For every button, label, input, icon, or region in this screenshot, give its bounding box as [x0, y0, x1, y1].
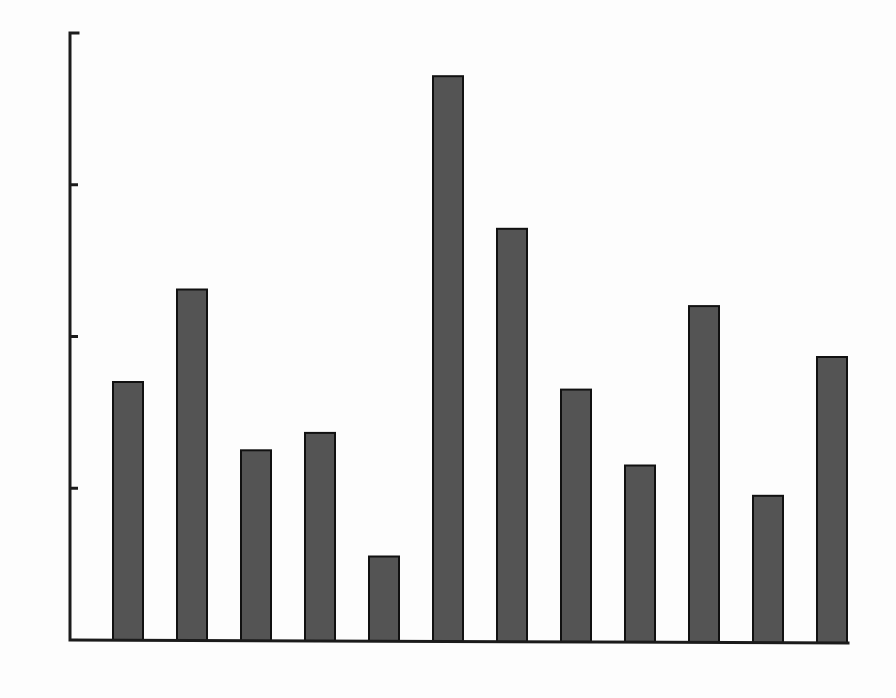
x-axis-line [68, 638, 850, 645]
bar-9 [624, 464, 656, 644]
bar-6 [432, 75, 464, 643]
bar-4 [304, 431, 336, 642]
bar-2 [176, 288, 208, 642]
bar-8 [560, 388, 592, 643]
y-axis-line [68, 31, 80, 642]
bar-7 [496, 227, 528, 643]
axes [68, 31, 850, 645]
bar-11 [752, 494, 784, 644]
bar-10 [688, 305, 720, 644]
bar-3 [240, 449, 272, 642]
bars [112, 75, 848, 644]
bar-12 [816, 356, 848, 644]
bar-1 [112, 381, 144, 642]
bar-5 [368, 555, 400, 643]
